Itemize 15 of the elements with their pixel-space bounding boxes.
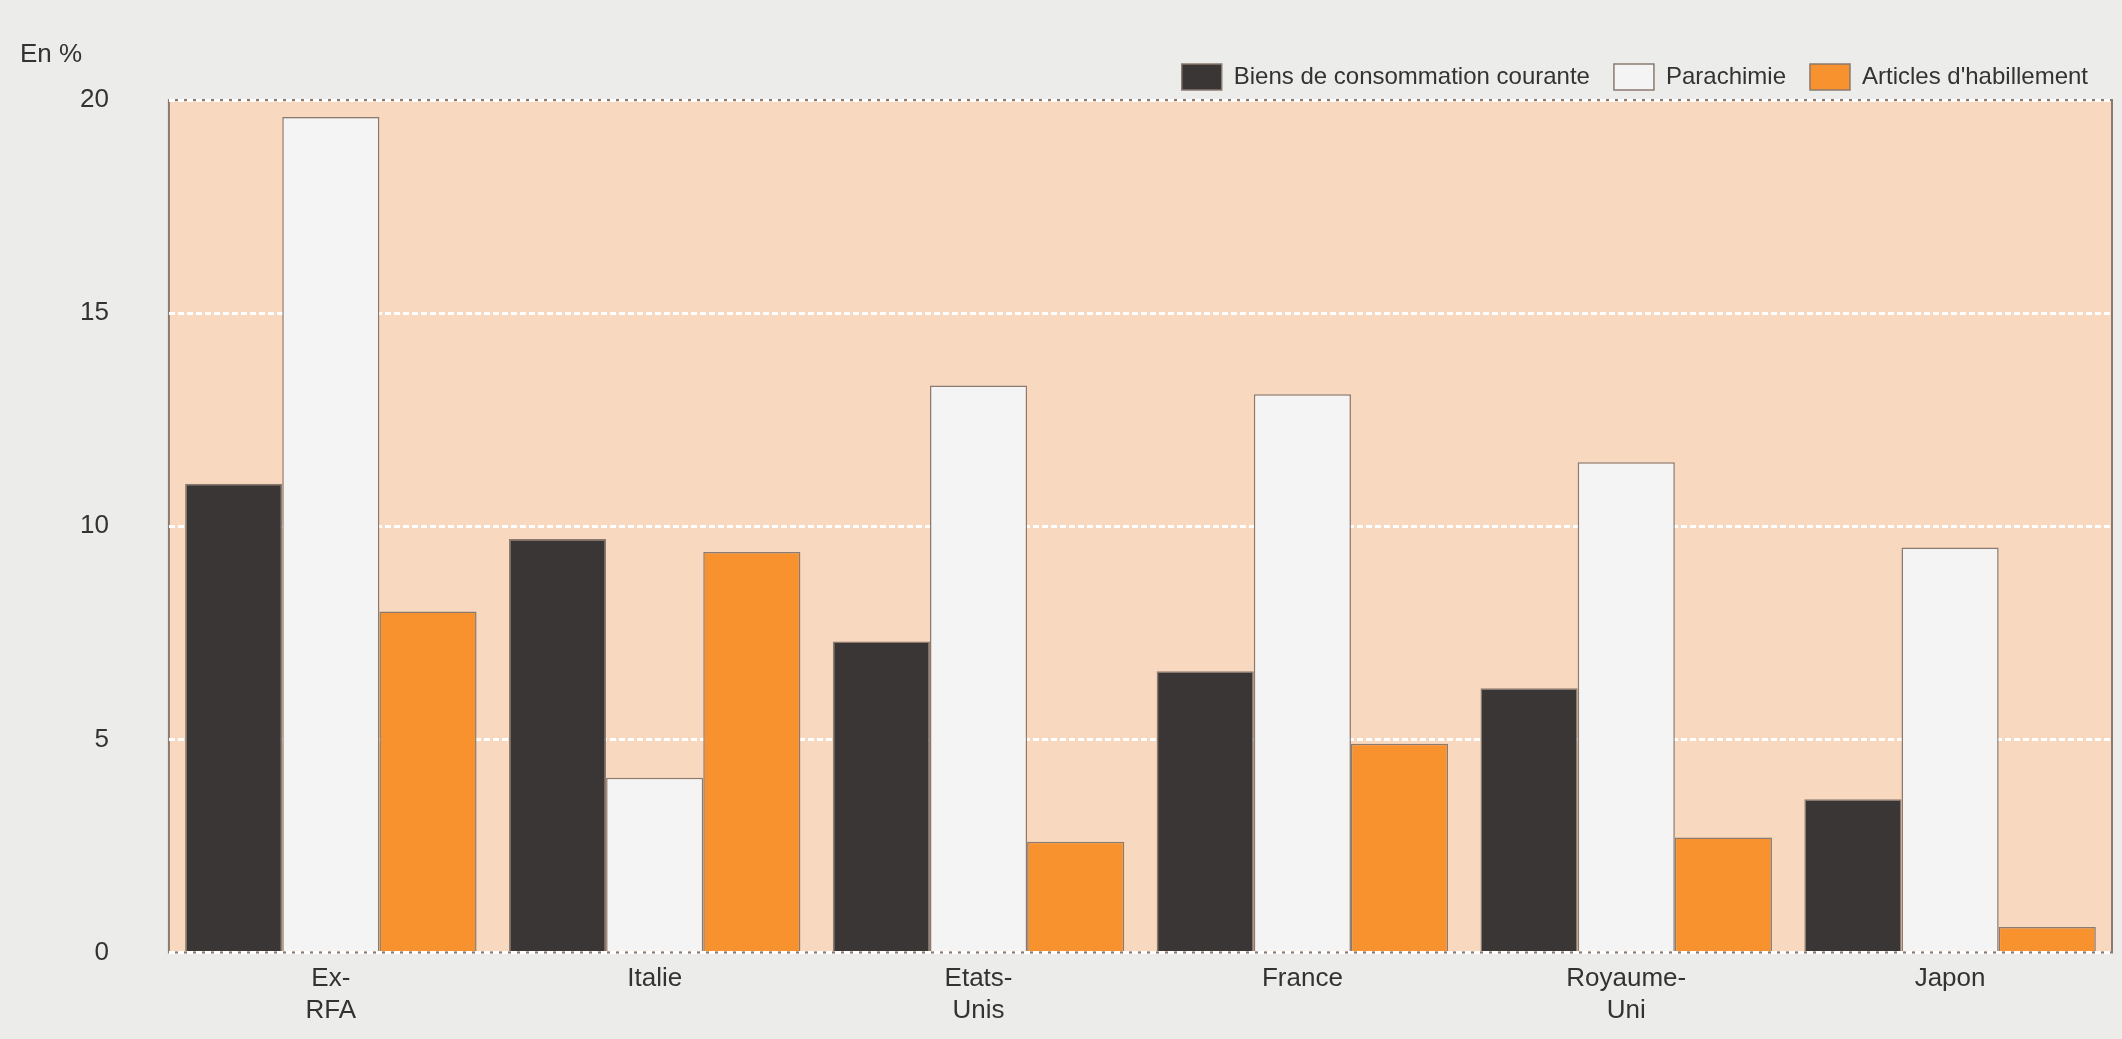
x-tick-label: Royaume-Uni xyxy=(1566,962,1687,1024)
x-tick-label: Etats-Unis xyxy=(944,962,1013,1024)
y-tick-label: 10 xyxy=(80,509,109,540)
legend-label: Biens de consommation courante xyxy=(1233,61,1590,89)
y-tick-label: 0 xyxy=(94,935,109,966)
x-tick-label: Japon xyxy=(1914,962,1986,993)
y-tick-label: 20 xyxy=(80,83,109,114)
x-tick-label: Ex-RFA xyxy=(305,962,357,1024)
x-tick-label: Italie xyxy=(627,962,683,993)
y-tick-label: 15 xyxy=(80,296,109,327)
legend-label: Parachimie xyxy=(1665,61,1786,89)
legend-label: Articles d'habillement xyxy=(1861,61,2089,89)
y-axis-title: En % xyxy=(20,38,83,69)
y-tick-label: 5 xyxy=(94,722,109,753)
x-tick-label: France xyxy=(1261,962,1343,993)
